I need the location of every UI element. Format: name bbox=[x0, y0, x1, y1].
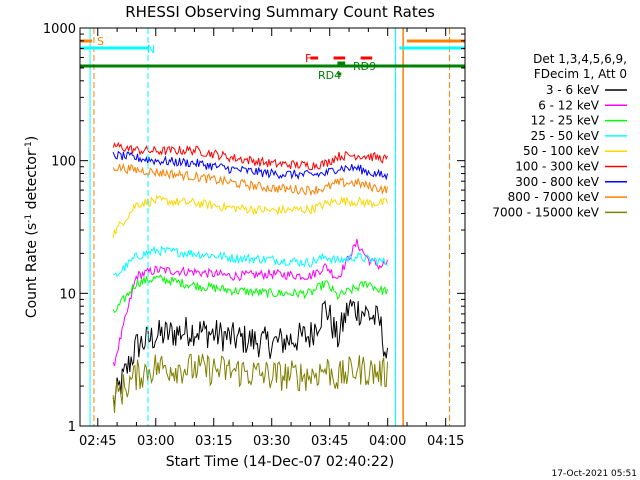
series-line bbox=[113, 245, 388, 278]
legend-entry-label: 3 - 6 keV bbox=[546, 83, 600, 97]
y-tick-label: 1000 bbox=[43, 22, 76, 37]
x-tick-label: 04:15 bbox=[427, 434, 464, 449]
legend-entry-label: 300 - 800 keV bbox=[515, 175, 599, 189]
legend-header-line: Det 1,3,4,5,6,9, bbox=[533, 52, 627, 66]
flare-flag-label: F bbox=[305, 52, 311, 65]
x-tick-label: 04:00 bbox=[369, 434, 406, 449]
legend-entry-label: 800 - 7000 keV bbox=[508, 190, 600, 204]
legend-entry-label: 6 - 12 keV bbox=[538, 98, 600, 112]
legend: Det 1,3,4,5,6,9,FDecim 1, Att 0 3 - 6 keV… bbox=[492, 52, 627, 219]
series-line bbox=[112, 162, 388, 197]
data-layer bbox=[112, 141, 388, 414]
series-line bbox=[112, 141, 388, 171]
x-tick-label: 03:30 bbox=[253, 434, 290, 449]
night-flag-label: N bbox=[147, 43, 155, 56]
legend-header-line: FDecim 1, Att 0 bbox=[534, 67, 627, 81]
footer-timestamp: 17-Oct-2021 05:51 bbox=[552, 469, 637, 479]
rd4-flag-label: RD4 bbox=[318, 69, 341, 82]
series-line bbox=[112, 238, 388, 367]
y-tick-label: 1 bbox=[68, 420, 76, 435]
chart-title: RHESSI Observing Summary Count Rates bbox=[125, 3, 435, 21]
y-axis-label: Count Rate (s-1 detector-1) bbox=[24, 136, 40, 318]
rd9-flag-label: RD9 bbox=[353, 60, 376, 73]
legend-entry-label: 25 - 50 keV bbox=[531, 129, 600, 143]
series-line bbox=[112, 353, 388, 414]
series-line bbox=[112, 299, 388, 406]
y-tick-label: 10 bbox=[59, 287, 76, 302]
axis-layer: 1 10 100 1000 02:45 03:00 03:15 03:30 03:45 04:00… bbox=[43, 22, 466, 449]
saa-flag-label: S bbox=[97, 35, 104, 48]
y-tick-label: 100 bbox=[51, 155, 76, 170]
series-line bbox=[112, 194, 388, 239]
x-tick-label: 03:15 bbox=[195, 434, 232, 449]
x-tick-label: 03:45 bbox=[311, 434, 348, 449]
series-line bbox=[112, 274, 388, 314]
x-tick-label: 02:45 bbox=[79, 434, 116, 449]
legend-entry-label: 50 - 100 keV bbox=[523, 144, 600, 158]
plot-frame bbox=[79, 27, 466, 427]
flag-layer: S N F RD9 RD4 bbox=[80, 28, 465, 426]
x-tick-label: 03:00 bbox=[137, 434, 174, 449]
x-axis-label: Start Time (14-Dec-07 02:40:22) bbox=[166, 454, 394, 470]
legend-entry-label: 12 - 25 keV bbox=[531, 114, 600, 128]
legend-entry-label: 7000 - 15000 keV bbox=[492, 205, 599, 219]
series-line bbox=[112, 150, 388, 181]
legend-entry-label: 100 - 300 keV bbox=[515, 160, 599, 174]
